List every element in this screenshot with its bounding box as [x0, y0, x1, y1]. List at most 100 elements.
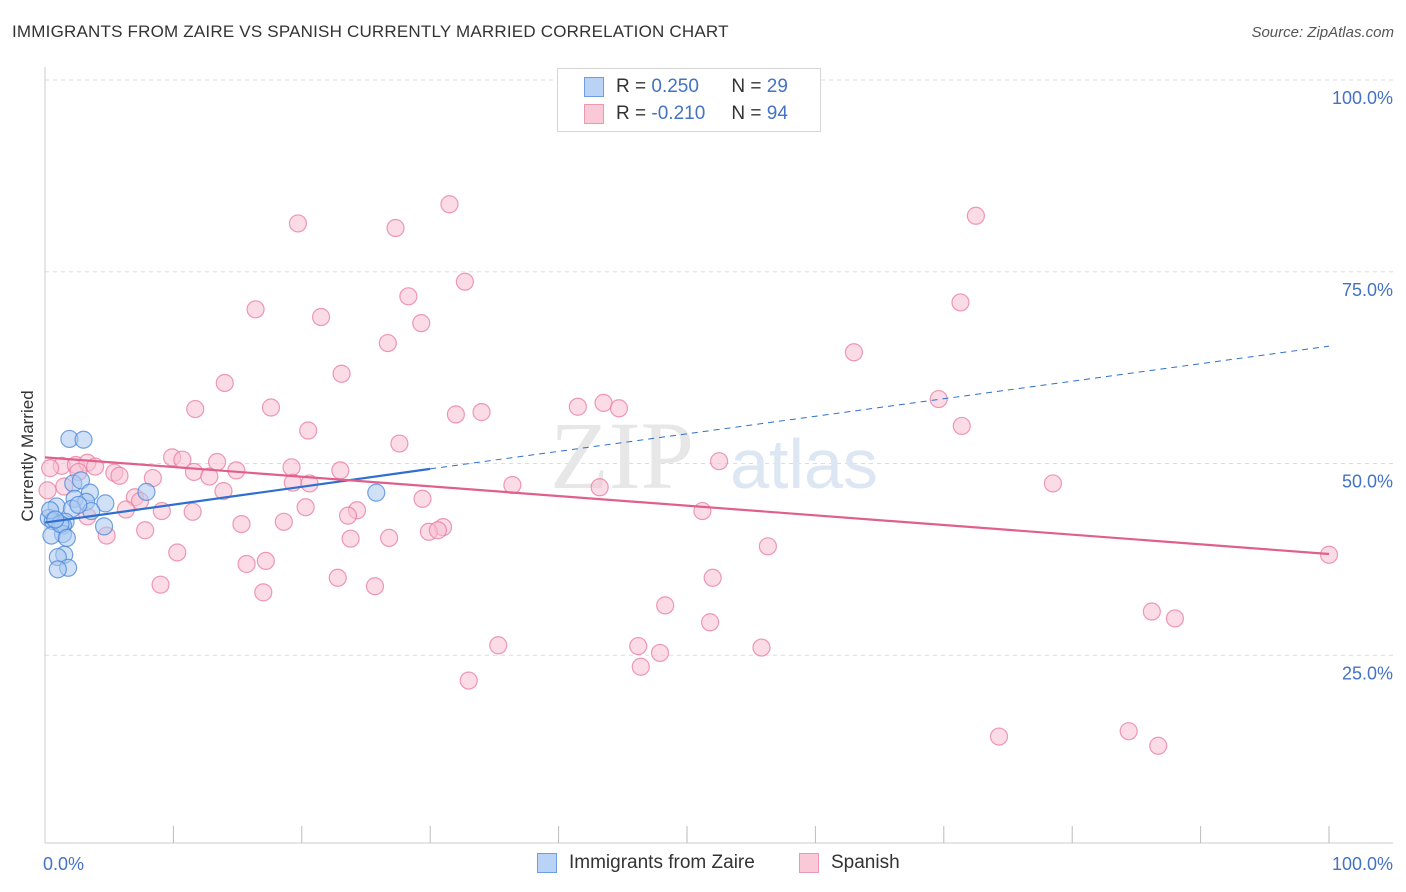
spanish-point: [288, 214, 308, 233]
zaire-point: [69, 495, 88, 515]
spanish-point: [951, 293, 970, 312]
spanish-point: [844, 343, 864, 362]
stats-row-zaire: R = 0.250 N = 29: [584, 75, 788, 99]
zaire-swatch: [584, 77, 604, 97]
zaire-r-label: R =: [616, 76, 647, 97]
trend-lines: [44, 345, 1330, 556]
tick-labels: 100.0% 75.0% 50.0% 25.0% 0.0% 100.0%: [43, 88, 1393, 874]
series-zaire: [39, 429, 386, 579]
series-legend: Immigrants from Zaire Spanish: [0, 852, 1406, 878]
spanish-point: [183, 502, 202, 521]
zaire-point: [96, 494, 115, 513]
spanish-point: [929, 389, 948, 409]
spanish-point: [41, 459, 60, 478]
spanish-point: [455, 272, 474, 291]
zaire-point: [94, 517, 114, 536]
spanish-point: [237, 554, 256, 574]
spanish-point: [1319, 545, 1339, 564]
spanish-point: [590, 478, 609, 497]
spanish-point: [380, 528, 399, 547]
zaire-point: [137, 482, 156, 501]
spanish-point: [989, 727, 1009, 746]
spanish-point: [184, 462, 204, 482]
spanish-point: [299, 421, 318, 440]
zaire-point: [71, 471, 91, 490]
spanish-point: [214, 482, 233, 501]
spanish-point: [752, 638, 771, 657]
spanish-point: [1043, 474, 1063, 493]
spanish-point: [503, 475, 522, 495]
spanish-point: [254, 583, 273, 602]
series-spanish: [38, 195, 1339, 755]
zaire-r-value: 0.250: [651, 76, 699, 97]
spanish-point: [1119, 722, 1138, 741]
spanish-point: [338, 506, 358, 525]
stats-row-spanish: R = -0.210 N = 94: [584, 102, 788, 126]
watermark-zip: ZIP: [550, 402, 694, 509]
legend-spanish-label: Spanish: [831, 852, 900, 873]
spanish-point: [399, 287, 418, 306]
y-axis-label: Currently Married: [18, 390, 37, 521]
spanish-point: [365, 577, 385, 596]
spanish-point: [151, 575, 170, 594]
zaire-trend-line: [44, 467, 431, 524]
spanish-point: [274, 512, 293, 531]
spanish-point: [1142, 602, 1161, 621]
spanish-point: [331, 461, 350, 480]
spanish-point: [489, 636, 508, 655]
x-tick-label-min: 0.0%: [43, 854, 84, 874]
y-tick-label: 75.0%: [1342, 280, 1393, 300]
spanish-point: [232, 514, 251, 534]
spanish-point: [256, 551, 275, 571]
legend-item-spanish[interactable]: Spanish: [799, 852, 900, 874]
spanish-point: [1149, 736, 1168, 755]
spanish-point: [38, 481, 57, 500]
spanish-point: [378, 333, 397, 353]
watermark-atlas: atlas: [730, 425, 878, 503]
zaire-trend-extension: [430, 345, 1330, 470]
spanish-point: [709, 452, 729, 471]
spanish-point: [386, 218, 405, 238]
spanish-r-value: -0.210: [651, 103, 706, 124]
spanish-point: [186, 399, 205, 419]
zaire-n-value: 29: [766, 76, 788, 97]
spanish-point: [459, 671, 478, 690]
legend-spanish-swatch: [799, 853, 819, 873]
y-tick-label: 100.0%: [1332, 88, 1393, 108]
watermark: ZIP atlas: [550, 402, 878, 509]
spanish-point: [650, 643, 670, 663]
spanish-point: [952, 416, 971, 436]
spanish-point: [136, 521, 155, 540]
zaire-point: [367, 483, 386, 502]
stats-legend: R = 0.250 N = 29 R = -0.210 N = 94: [557, 68, 821, 132]
spanish-point: [341, 529, 360, 548]
source-credit: Source: ZipAtlas.com: [1251, 24, 1394, 41]
axes: [44, 67, 1393, 844]
spanish-point: [1165, 609, 1185, 628]
spanish-point: [168, 543, 187, 562]
spanish-n-label: N =: [731, 103, 762, 124]
zaire-point: [48, 560, 67, 579]
spanish-point: [629, 636, 648, 656]
spanish-point: [609, 399, 629, 418]
x-tick-label-max: 100.0%: [1332, 854, 1393, 874]
zaire-n-label: N =: [731, 76, 762, 97]
spanish-point: [703, 568, 722, 587]
zaire-point: [57, 528, 76, 547]
legend-item-zaire[interactable]: Immigrants from Zaire: [537, 852, 755, 874]
legend-zaire-label: Immigrants from Zaire: [569, 852, 755, 873]
spanish-point: [412, 314, 431, 333]
spanish-point: [390, 434, 409, 453]
spanish-point: [631, 657, 650, 676]
spanish-point: [758, 537, 777, 556]
spanish-point: [656, 596, 675, 615]
spanish-point: [413, 489, 432, 508]
spanish-point: [440, 195, 459, 214]
spanish-point: [200, 467, 219, 486]
spanish-point: [332, 364, 351, 383]
spanish-point: [328, 568, 347, 587]
spanish-point: [215, 373, 234, 393]
y-tick-label: 50.0%: [1342, 472, 1393, 492]
spanish-point: [446, 405, 465, 424]
